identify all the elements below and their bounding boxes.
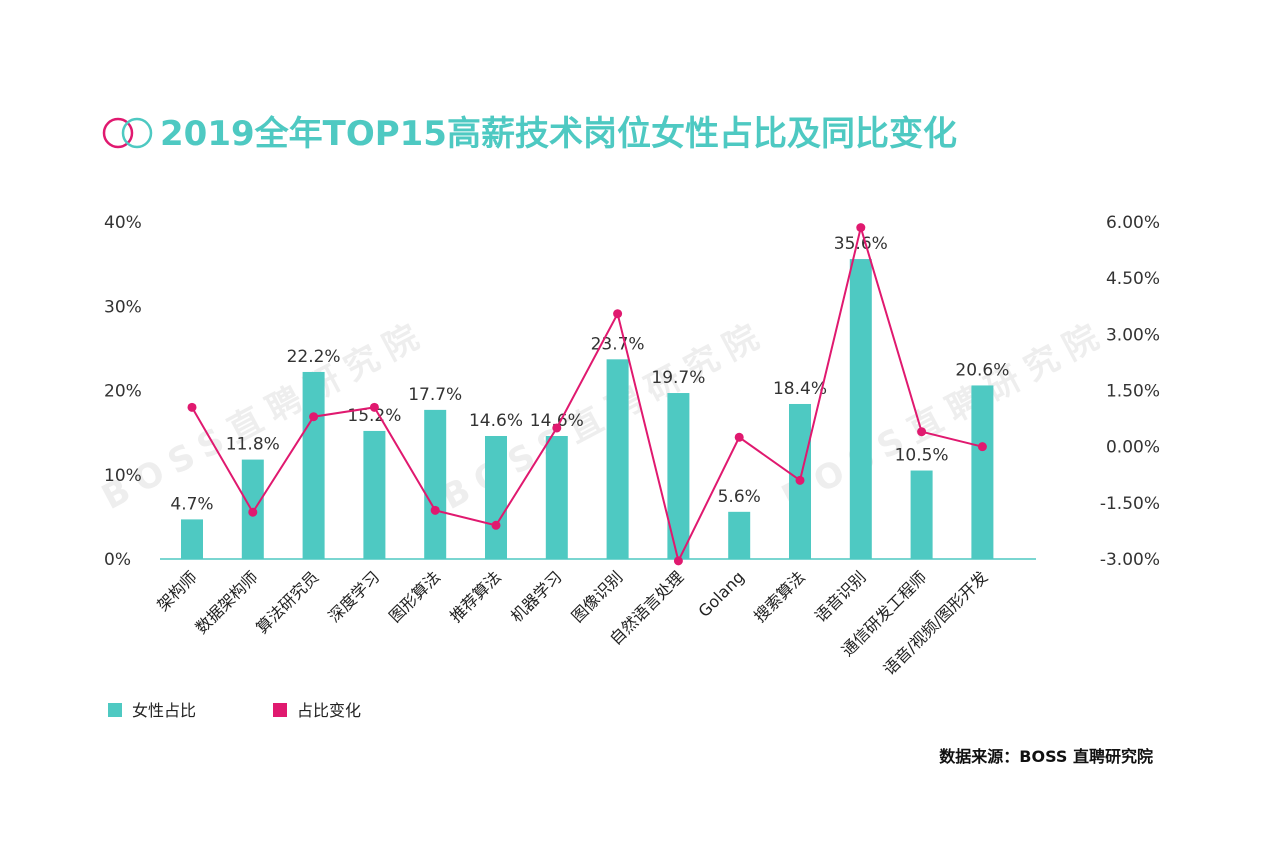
bar-value-label: 17.7% bbox=[408, 385, 462, 405]
category-label: 语音识别 bbox=[811, 567, 870, 626]
bar bbox=[424, 409, 447, 559]
bar-value-label: 18.4% bbox=[773, 379, 827, 399]
right-axis: -3.00% -1.50% 0.00% 1.50% 3.00% 4.50% 6.00% bbox=[1100, 213, 1160, 570]
category-label: 机器学习 bbox=[507, 567, 566, 626]
bar-value-label: 11.8% bbox=[226, 435, 280, 455]
bar-value-label: 22.2% bbox=[287, 347, 341, 367]
bar bbox=[302, 371, 325, 559]
bar bbox=[849, 259, 872, 559]
category-label: 架构师 bbox=[153, 567, 200, 614]
bar bbox=[667, 393, 690, 559]
line-point bbox=[430, 505, 440, 515]
bar bbox=[545, 435, 568, 559]
line-point bbox=[491, 520, 501, 530]
category-label: 推荐算法 bbox=[446, 567, 505, 626]
left-tick-label: 0% bbox=[104, 550, 131, 570]
category-label: 语音/视频/图形开发 bbox=[880, 567, 992, 679]
category-label: 深度学习 bbox=[325, 567, 384, 626]
bar-value-label: 19.7% bbox=[651, 368, 705, 388]
bar-value-label: 14.6% bbox=[469, 411, 523, 431]
line-point bbox=[248, 507, 258, 517]
line-path bbox=[191, 223, 983, 564]
line-series bbox=[187, 223, 987, 566]
bar bbox=[363, 430, 386, 559]
category-label: 图像识别 bbox=[568, 567, 627, 626]
line-point bbox=[673, 556, 683, 566]
line-point bbox=[917, 427, 927, 437]
left-axis: 0% 10% 20% 30% 40% bbox=[104, 213, 142, 570]
line-point bbox=[309, 412, 319, 422]
chart-title: 2019全年TOP15高薪技术岗位女性占比及同比变化 bbox=[160, 114, 957, 154]
legend-swatch-line bbox=[273, 703, 287, 717]
bar bbox=[910, 470, 933, 559]
right-tick-label: 6.00% bbox=[1106, 213, 1160, 233]
line-point bbox=[552, 423, 562, 433]
line-point bbox=[613, 309, 623, 319]
line-point bbox=[856, 223, 866, 233]
bar bbox=[971, 385, 994, 559]
line-point bbox=[734, 432, 744, 442]
right-tick-label: -3.00% bbox=[1100, 550, 1160, 570]
source-note: 数据来源：BOSS 直聘研究院 bbox=[939, 747, 1153, 766]
category-label: 搜索算法 bbox=[750, 567, 809, 626]
title-logo bbox=[102, 117, 153, 149]
left-tick-label: 10% bbox=[104, 466, 142, 486]
bar-value-label: 4.7% bbox=[170, 494, 213, 514]
line-point bbox=[795, 475, 805, 485]
watermark-3: BOSS直聘研究院 bbox=[775, 313, 1114, 518]
legend-label-line: 占比变化 bbox=[297, 701, 361, 720]
bar bbox=[485, 435, 507, 559]
bar-value-label: 35.6% bbox=[834, 234, 888, 254]
bar-value-label: 5.6% bbox=[718, 487, 761, 507]
logo-circle-pink bbox=[102, 117, 134, 149]
right-tick-label: 0.00% bbox=[1106, 438, 1160, 458]
bar-data-labels: 4.7%11.8%22.2%15.2%17.7%14.6% 14.6%23.7%1… bbox=[170, 234, 1009, 514]
category-label: Golang bbox=[694, 567, 748, 621]
bar-value-label: 10.5% bbox=[895, 446, 949, 466]
left-tick-label: 40% bbox=[104, 213, 142, 233]
right-tick-label: 1.50% bbox=[1106, 382, 1160, 402]
bar-value-label: 20.6% bbox=[955, 360, 1009, 380]
bar bbox=[606, 359, 629, 559]
bar bbox=[181, 519, 203, 559]
right-tick-label: 3.00% bbox=[1106, 325, 1160, 345]
legend: 女性占比 占比变化 bbox=[108, 701, 361, 720]
bar-value-label: 14.6% bbox=[530, 411, 584, 431]
line-point bbox=[187, 402, 197, 412]
legend-swatch-bar bbox=[108, 703, 122, 717]
category-label: 数据架构师 bbox=[192, 567, 262, 637]
category-label: 算法研究员 bbox=[252, 567, 322, 637]
left-tick-label: 30% bbox=[104, 297, 142, 317]
left-tick-label: 20% bbox=[104, 382, 142, 402]
right-tick-label: -1.50% bbox=[1100, 494, 1160, 514]
bar-value-label: 15.2% bbox=[347, 406, 401, 426]
logo-circle-teal bbox=[121, 117, 153, 149]
bar bbox=[728, 511, 751, 559]
bar-series bbox=[181, 259, 994, 559]
category-label: 图形算法 bbox=[385, 567, 444, 626]
line-point bbox=[369, 402, 379, 412]
legend-label-bar: 女性占比 bbox=[132, 701, 196, 720]
line-point bbox=[977, 442, 987, 452]
right-tick-label: 4.50% bbox=[1106, 269, 1160, 289]
